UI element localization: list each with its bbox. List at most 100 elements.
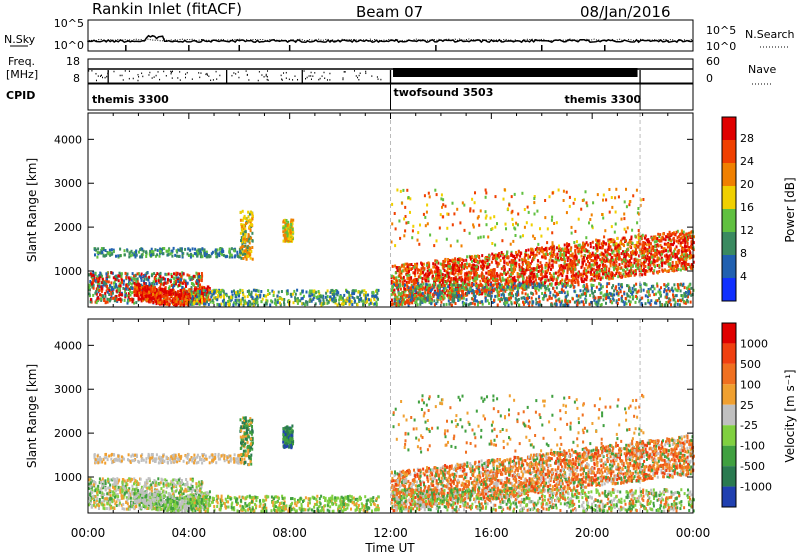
scatter-cell [111,271,113,274]
scatter-cell [583,270,585,273]
scatter-cell [488,271,490,274]
scatter-cell [458,258,460,261]
scatter-cell [442,260,444,263]
scatter-cell [593,263,595,266]
scatter-cell [121,272,123,275]
scatter-cell [187,295,189,298]
nave-dot [267,70,268,72]
scatter-cell [592,273,594,276]
scatter-cell [119,272,121,275]
scatter-cell [558,269,560,272]
scatter-cell [260,290,262,293]
scatter-cell [337,291,339,294]
scatter-cell [351,300,353,303]
nave-dot [210,80,211,82]
scatter-cell [652,238,654,241]
scatter-cell [223,296,225,299]
scatter-cell [194,292,196,295]
scatter-cell [187,282,189,285]
scatter-cell [629,240,631,243]
scatter-cell [558,283,560,286]
scatter-cell [178,255,180,258]
scatter-cell [657,271,659,274]
scatter-cell [563,252,565,255]
scatter-cell [647,252,649,255]
scatter-cell [533,276,535,279]
scatter-cell [440,263,442,266]
scatter-cell [413,266,415,269]
scatter-cell [118,279,120,282]
nave-dot [297,79,298,81]
scatter-cell [376,289,378,292]
scatter-cell [481,254,483,257]
nave-right-tick-top: 60 [706,55,720,68]
scatter-cell [119,297,121,300]
scatter-cell [672,261,674,264]
scatter-cell [668,263,670,266]
scatter-cell [108,280,110,283]
scatter-cell [163,277,165,280]
scatter-cell [661,253,663,256]
scatter-cell [185,285,187,288]
scatter-cell [348,291,350,294]
scatter-cell [163,283,165,286]
scatter-cell [115,255,117,258]
scatter-cell [249,219,251,222]
scatter-cell [645,269,647,272]
noise-right-label: N.Search [745,28,795,41]
scatter-cell [287,224,289,227]
scatter-cell [270,299,272,302]
scatter-cell [651,256,653,259]
scatter-cell [105,249,107,252]
scatter-cell [242,289,244,292]
scatter-cell [139,248,141,251]
scatter-cell [562,265,564,268]
scatter-cell [623,273,625,276]
scatter-cell [667,255,669,258]
scatter-cell [611,252,613,255]
scatter-cell [564,247,566,250]
scatter-cell [240,239,242,242]
scatter-cell [404,288,406,291]
scatter-cell [309,295,311,298]
scatter-cell [472,276,474,279]
scatter-cell [602,273,604,276]
scatter-cell [206,296,208,299]
scatter-cell [603,241,605,244]
scatter-cell [392,265,394,268]
scatter-cell [482,260,484,263]
scatter-cell [664,254,666,257]
scatter-cell [511,280,513,283]
scatter-cell [447,258,449,261]
scatter-cell [175,300,177,303]
scatter-cell [577,279,579,282]
scatter-cell [165,291,167,294]
nave-dot [123,79,124,81]
scatter-cell [610,277,612,280]
nave-dot [268,79,269,81]
scatter-cell [667,250,669,253]
scatter-cell [102,294,104,297]
scatter-cell [210,301,212,304]
scatter-cell [229,253,231,256]
freq-left-tick-top: 18 [66,55,80,68]
scatter-cell [169,290,171,293]
scatter-cell [569,254,571,257]
scatter-cell [391,299,393,302]
nave-dot [327,79,328,81]
scatter-cell [151,250,153,253]
scatter-cell [219,248,221,251]
scatter-cell [206,300,208,303]
scatter-cell [249,247,251,250]
scatter-cell [204,248,206,251]
scatter-cell [188,290,190,293]
scatter-cell [309,298,311,301]
scatter-cell [233,249,235,252]
scatter-cell [555,261,557,264]
scatter-cell [342,297,344,300]
scatter-cell [682,236,684,239]
scatter-cell [642,234,644,237]
scatter-cell [556,246,558,249]
scatter-cell [493,275,495,278]
scatter-cell [399,268,401,271]
